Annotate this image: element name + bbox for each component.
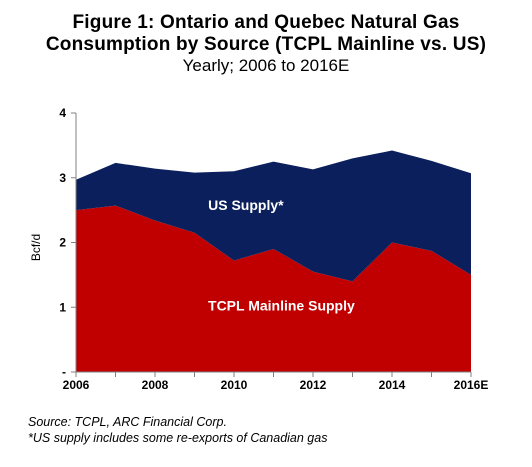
y-axis-label: Bcf/d <box>29 234 43 261</box>
us-supply-area <box>76 150 471 282</box>
chart-subtitle: Yearly; 2006 to 2016E <box>182 56 350 75</box>
y-tick-label: 2 <box>59 236 66 250</box>
series-label-us-supply: US Supply* <box>208 197 284 213</box>
x-tick-label: 2008 <box>142 378 169 392</box>
tick-labels: - 1 2 3 4 2006 2008 2010 2012 2014 2016E <box>59 106 488 392</box>
y-tick-label: 1 <box>59 300 66 314</box>
x-tick-label: 2014 <box>379 378 406 392</box>
y-tick-label: - <box>62 365 66 379</box>
x-tick-label: 2010 <box>221 378 248 392</box>
tcpl-mainline-supply-area <box>76 205 471 372</box>
source-note: Source: TCPL, ARC Financial Corp. <box>28 415 227 429</box>
axes <box>71 112 472 377</box>
footnote: *US supply includes some re-exports of C… <box>28 431 328 445</box>
area-chart: - 1 2 3 4 2006 2008 2010 2012 2014 2016E Bcf/d US … <box>29 106 488 392</box>
series-label-tcpl-mainline: TCPL Mainline Supply <box>208 297 355 313</box>
series-areas <box>76 150 471 372</box>
y-tick-label: 3 <box>59 171 66 185</box>
x-tick-label: 2006 <box>63 378 90 392</box>
chart-title-line-2: Consumption by Source (TCPL Mainline vs.… <box>45 34 487 55</box>
y-tick-label: 4 <box>59 106 66 120</box>
chart-title-line-1: Figure 1: Ontario and Quebec Natural Gas <box>72 12 460 33</box>
x-tick-label: 2012 <box>300 378 327 392</box>
x-tick-label: 2016E <box>454 378 489 392</box>
